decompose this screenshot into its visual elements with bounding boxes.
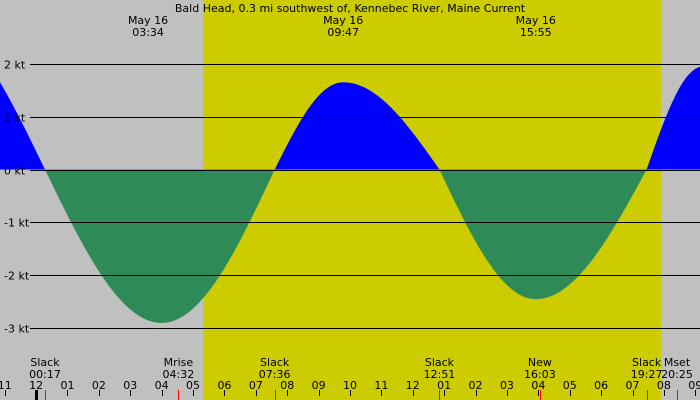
peak-date-label: May 16 — [128, 14, 168, 27]
hour-tick-label: 04 — [531, 379, 545, 392]
hour-tick-label: 10 — [343, 379, 357, 392]
event-time-label: 04:32 — [163, 368, 195, 381]
ebb-current-area — [0, 169, 700, 323]
peak-date-label: May 16 — [516, 14, 556, 27]
peak-date-label: May 16 — [323, 14, 363, 27]
event-time-label: 20:25 — [661, 368, 693, 381]
event-time-label: 19:27 — [631, 368, 663, 381]
event-time-label: 16:03 — [524, 368, 556, 381]
hour-tick-label: 05 — [186, 379, 200, 392]
hour-tick-label: 09 — [688, 379, 700, 392]
hour-tick-label: 07 — [249, 379, 263, 392]
hour-tick-label: 08 — [657, 379, 671, 392]
event-name-label: Mrise — [164, 356, 194, 369]
hour-tick-label: 04 — [155, 379, 169, 392]
event-name-label: Slack — [30, 356, 60, 369]
hour-tick-label: 11 — [0, 379, 12, 392]
hour-tick-label: 08 — [280, 379, 294, 392]
hour-tick-label: 03 — [123, 379, 137, 392]
midnight-marker — [35, 390, 38, 400]
hour-tick-label: 03 — [500, 379, 514, 392]
hour-tick-label: 01 — [437, 379, 451, 392]
y-tick-label: -3 kt — [4, 323, 30, 336]
hour-tick-label: 06 — [217, 379, 231, 392]
hour-tick-label: 02 — [92, 379, 106, 392]
hour-tick-label: 01 — [60, 379, 74, 392]
text-layer: Bald Head, 0.3 mi southwest of, Kennebec… — [0, 2, 700, 392]
hour-tick-label: 11 — [374, 379, 388, 392]
hour-tick-label: 12 — [406, 379, 420, 392]
hour-tick-label: 09 — [312, 379, 326, 392]
hour-tick-label: 02 — [469, 379, 483, 392]
event-name-label: Mset — [664, 356, 691, 369]
hour-tick-label: 07 — [626, 379, 640, 392]
hour-tick-label: 06 — [594, 379, 608, 392]
event-time-label: 07:36 — [259, 368, 291, 381]
event-time-label: 00:17 — [29, 368, 61, 381]
y-tick-label: 1 kt — [4, 112, 26, 125]
current-area-layer — [0, 66, 700, 323]
y-tick-label: 0 kt — [4, 165, 26, 178]
hour-tick-label: 12 — [29, 379, 43, 392]
y-tick-label: -2 kt — [4, 270, 30, 283]
grid-layer — [5, 64, 700, 400]
flood-current-area — [0, 66, 700, 170]
event-name-label: Slack — [260, 356, 290, 369]
event-name-label: Slack — [632, 356, 662, 369]
event-time-label: 12:51 — [424, 368, 456, 381]
y-tick-label: 2 kt — [4, 59, 26, 72]
peak-time-label: 03:34 — [132, 26, 164, 39]
hour-tick-label: 05 — [563, 379, 577, 392]
peak-time-label: 15:55 — [520, 26, 552, 39]
chart-title: Bald Head, 0.3 mi southwest of, Kennebec… — [175, 2, 526, 15]
peak-time-label: 09:47 — [327, 26, 359, 39]
event-name-label: Slack — [425, 356, 455, 369]
event-name-label: New — [528, 356, 552, 369]
y-tick-label: -1 kt — [4, 217, 30, 230]
